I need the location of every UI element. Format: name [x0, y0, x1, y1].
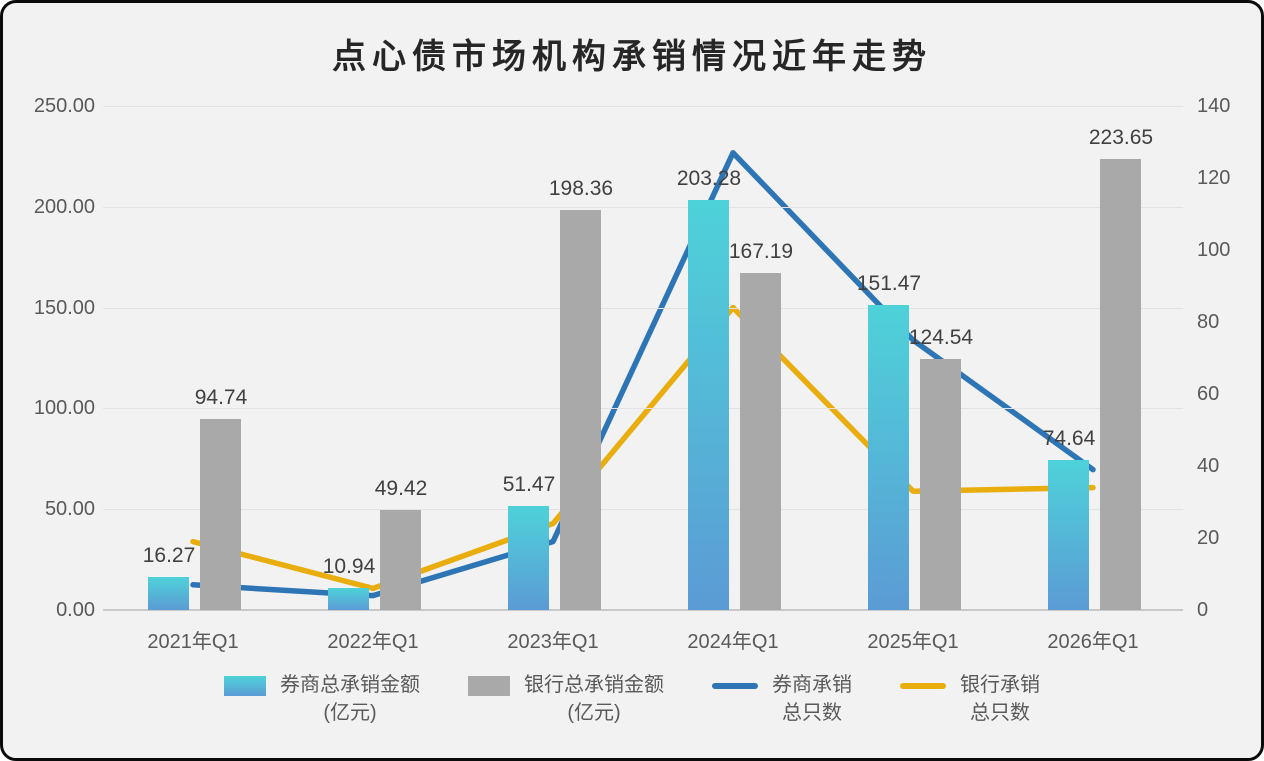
y-axis-tick-right: 0 — [1197, 599, 1209, 621]
bar-value-label: 74.64 — [1042, 426, 1096, 450]
y-axis-tick-right: 120 — [1197, 167, 1231, 189]
bar-value-label: 198.36 — [548, 177, 614, 201]
x-axis-label: 2024年Q1 — [687, 631, 779, 653]
legend: 券商总承销金额 (亿元) 银行总承销金额 (亿元) 券商承销 总只数 银行承销 总只数 — [3, 671, 1261, 727]
bar-bank-2025年Q1 — [920, 358, 961, 610]
bar-value-label: 151.47 — [856, 271, 922, 295]
y-axis-tick-left: 50.00 — [44, 498, 95, 521]
bar-value-label: 49.42 — [374, 477, 428, 501]
y-axis-tick-right: 60 — [1197, 383, 1220, 405]
y-axis-tick-right: 20 — [1197, 527, 1220, 549]
y-axis-tick-right: 140 — [1197, 95, 1231, 117]
bar-value-label: 223.65 — [1088, 126, 1154, 150]
bar-broker-2022年Q1 — [328, 587, 369, 610]
y-axis-tick-right: 40 — [1197, 455, 1220, 477]
bar-broker-2025年Q1 — [868, 304, 909, 610]
y-axis-tick-left: 200.00 — [33, 195, 95, 218]
legend-item-bar-teal: 券商总承销金额 (亿元) — [224, 671, 420, 727]
chart-title: 点心债市场机构承销情况近年走势 — [332, 39, 932, 76]
bar-bank-2021年Q1 — [200, 419, 241, 610]
bar-value-label: 203.28 — [676, 167, 742, 191]
x-axis-label: 2022年Q1 — [327, 631, 419, 653]
y-axis-tick-right: 80 — [1197, 311, 1220, 333]
bar-value-label: 94.74 — [194, 386, 248, 409]
legend-swatch-line-yellow-icon — [900, 683, 946, 689]
legend-item-line-blue: 券商承销 总只数 — [712, 671, 852, 727]
bar-value-label: 16.27 — [142, 544, 196, 568]
gridline — [103, 106, 1183, 107]
plot-area: 16.27 94.74 10.94 49.42 51.47 198.36 203.28 167… — [103, 106, 1183, 611]
gridline — [103, 509, 1183, 511]
bar-value-label: 124.54 — [908, 325, 974, 349]
bar-bank-2022年Q1 — [380, 510, 421, 610]
y-axis-tick-left: 100.00 — [33, 397, 95, 420]
x-axis-label: 2025年Q1 — [867, 631, 959, 653]
bar-value-label: 51.47 — [502, 473, 556, 497]
gridline — [103, 307, 1183, 309]
x-axis-line — [103, 609, 1183, 611]
bar-broker-2023年Q1 — [508, 506, 549, 610]
bar-bank-2024年Q1 — [740, 272, 781, 610]
legend-item-bar-gray: 银行总承销金额 (亿元) — [468, 671, 664, 727]
bar-broker-2026年Q1 — [1048, 459, 1089, 610]
y-axis-tick-left: 250.00 — [33, 95, 95, 117]
legend-label: 银行总承销金额 (亿元) — [524, 674, 664, 724]
y-axis-tick-left: 0.00 — [56, 599, 95, 621]
legend-label: 券商承销 总只数 — [772, 674, 852, 724]
legend-swatch-line-blue-icon — [712, 683, 758, 689]
x-axis-label: 2023年Q1 — [507, 631, 599, 653]
bar-bank-2026年Q1 — [1100, 159, 1141, 610]
legend-swatch-bar-gray-icon — [468, 676, 510, 696]
legend-item-line-yellow: 银行承销 总只数 — [900, 671, 1040, 727]
line-series-layer — [190, 150, 1096, 599]
legend-label: 银行承销 总只数 — [960, 674, 1040, 724]
x-axis-label: 2021年Q1 — [147, 631, 239, 653]
gridline — [103, 408, 1183, 410]
gridline — [103, 206, 1183, 208]
y-axis-tick-right: 100 — [1197, 239, 1231, 261]
bar-value-label: 167.19 — [728, 239, 794, 263]
bar-value-label: 10.94 — [322, 554, 376, 578]
legend-label: 券商总承销金额 (亿元) — [280, 674, 420, 724]
y-axis-tick-left: 150.00 — [33, 296, 95, 319]
bar-broker-2024年Q1 — [688, 200, 729, 610]
x-axis-label: 2026年Q1 — [1047, 631, 1139, 653]
bar-broker-2021年Q1 — [148, 577, 189, 610]
legend-swatch-bar-teal-icon — [224, 676, 266, 696]
bar-bank-2023年Q1 — [560, 210, 601, 610]
